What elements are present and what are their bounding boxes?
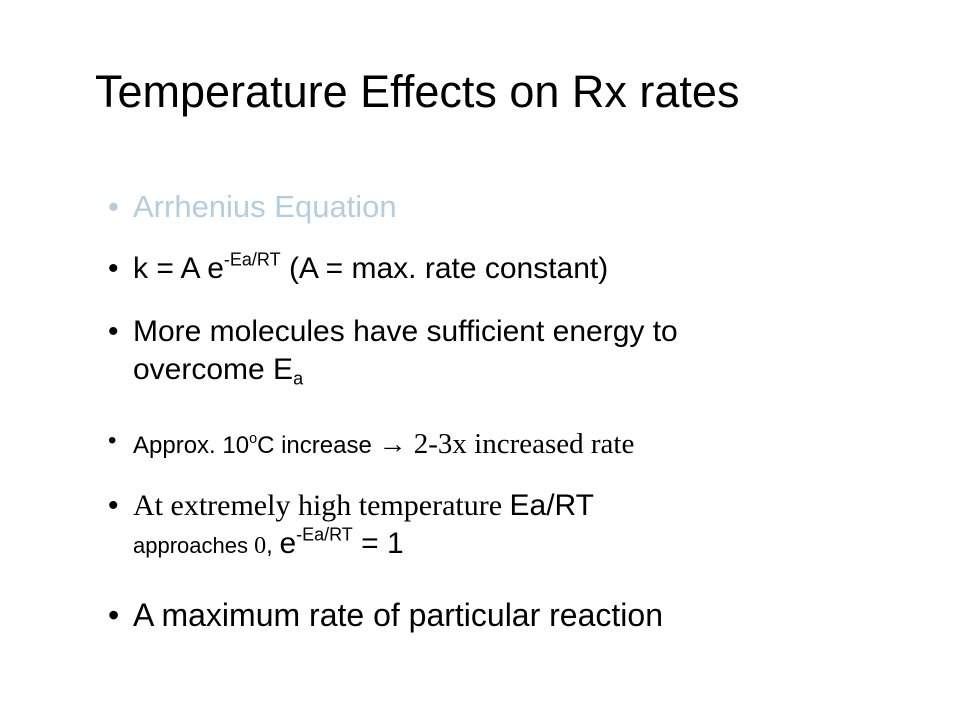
text-run: 0 [254, 532, 267, 559]
arrow: → [378, 429, 407, 460]
slide-title: Temperature Effects on Rx rates [95, 66, 740, 117]
bullet-text: A maximum rate of particular reaction [133, 597, 663, 633]
bullet-dot: • [108, 315, 119, 348]
bullet-text: More molecules have sufficient energy to… [133, 313, 678, 388]
text-run: 2-3x increased rate [406, 428, 635, 460]
text-run: Approx. 10 [133, 432, 250, 459]
superscript: -Ea/RT [296, 523, 353, 544]
text-run: At extremely high temperature [133, 489, 510, 522]
subscript: a [293, 367, 304, 388]
bullet-dot: • [108, 597, 120, 633]
bullet-text: Arrhenius Equation [133, 189, 397, 224]
superscript: o [249, 430, 258, 447]
bullet-dot: • [108, 427, 117, 454]
bullet-text: Approx. 10oC increase → 2-3x increased r… [133, 426, 634, 462]
text-run: , [266, 531, 280, 559]
text-run: = 1 [352, 526, 404, 560]
bullet-dot: • [108, 489, 119, 522]
text-run: e [279, 526, 297, 560]
text-run: Ea/RT [509, 489, 595, 522]
bullet-text: k = A e-Ea/RT (A = max. rate constant) [133, 250, 608, 288]
bullet-dot: • [108, 189, 119, 224]
superscript: -Ea/RT [223, 249, 281, 270]
text-run: (A = max. rate constant) [280, 252, 609, 285]
bullet-text: At extremely high temperature Ea/RT appro… [133, 487, 594, 562]
text-run: approaches [133, 532, 255, 558]
text-run: overcome E [133, 352, 294, 386]
text-run: C increase [257, 432, 379, 459]
text-run: k = A e [133, 252, 224, 285]
bullet-dot: • [108, 252, 119, 285]
text-run: More molecules have sufficient energy to [133, 315, 678, 348]
